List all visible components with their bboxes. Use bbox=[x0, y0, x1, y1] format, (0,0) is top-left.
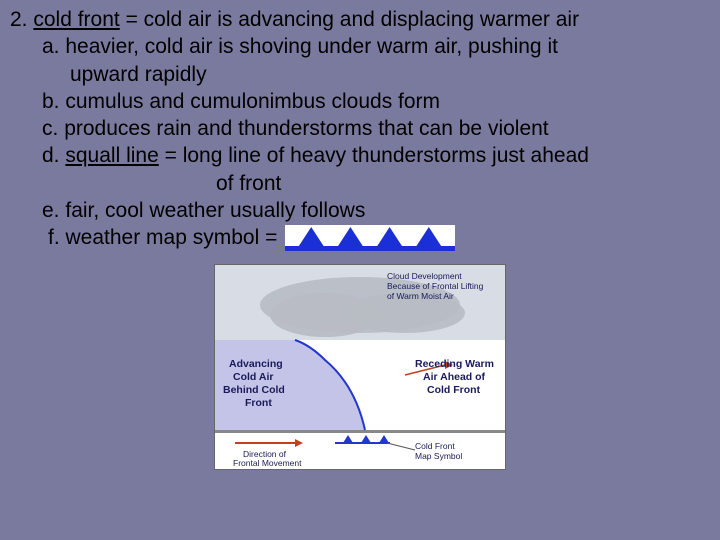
svg-text:Advancing: Advancing bbox=[229, 358, 283, 370]
svg-text:of Warm Moist Air: of Warm Moist Air bbox=[387, 291, 454, 301]
text-a: heavier, cold air is shoving under warm … bbox=[65, 35, 558, 58]
text-b: cumulus and cumulonimbus clouds form bbox=[65, 90, 440, 113]
diagram-container: Cloud DevelopmentBecause of Frontal Lift… bbox=[0, 264, 720, 470]
svg-text:Cold Front: Cold Front bbox=[427, 384, 481, 396]
item-d: d. squall line = long line of heavy thun… bbox=[42, 142, 710, 169]
text-e: fair, cool weather usually follows bbox=[65, 199, 365, 222]
slide-content: 2. cold front = cold air is advancing an… bbox=[0, 0, 720, 252]
item-b: b. cumulus and cumulonimbus clouds form bbox=[42, 88, 710, 115]
main-line: 2. cold front = cold air is advancing an… bbox=[10, 6, 710, 33]
item-a-cont: upward rapidly bbox=[70, 61, 710, 88]
letter-f: f. bbox=[48, 224, 60, 251]
text-c: produces rain and thunderstorms that can… bbox=[64, 117, 548, 140]
letter-d: d. bbox=[42, 144, 60, 167]
letter-b: b. bbox=[42, 90, 60, 113]
letter-e: e. bbox=[42, 199, 60, 222]
cold-front-symbol-icon bbox=[285, 225, 455, 251]
svg-text:Front: Front bbox=[245, 397, 272, 409]
diagram-svg: Cloud DevelopmentBecause of Frontal Lift… bbox=[215, 265, 506, 470]
svg-text:Cloud Development: Cloud Development bbox=[387, 271, 462, 281]
item-f: f. weather map symbol = bbox=[48, 224, 710, 251]
main-definition: = cold air is advancing and displacing w… bbox=[120, 8, 579, 31]
letter-a: a. bbox=[42, 35, 60, 58]
svg-text:Frontal Movement: Frontal Movement bbox=[233, 458, 302, 468]
cold-front-diagram: Cloud DevelopmentBecause of Frontal Lift… bbox=[214, 264, 506, 470]
item-number: 2. bbox=[10, 8, 28, 31]
item-c: c. produces rain and thunderstorms that … bbox=[42, 115, 710, 142]
letter-c: c. bbox=[42, 117, 58, 140]
svg-text:Air Ahead of: Air Ahead of bbox=[423, 371, 486, 383]
svg-text:Cold Front: Cold Front bbox=[415, 441, 455, 451]
item-d-cont: of front bbox=[216, 170, 710, 197]
text-d: = long line of heavy thunderstorms just … bbox=[159, 144, 589, 167]
item-e: e. fair, cool weather usually follows bbox=[42, 197, 710, 224]
item-a: a. heavier, cold air is shoving under wa… bbox=[42, 33, 710, 60]
svg-text:Map Symbol: Map Symbol bbox=[415, 451, 462, 461]
svg-text:Because of Frontal Lifting: Because of Frontal Lifting bbox=[387, 281, 484, 291]
term-squall-line: squall line bbox=[65, 144, 158, 167]
text-f: weather map symbol = bbox=[66, 224, 278, 251]
svg-text:Receding Warm: Receding Warm bbox=[415, 358, 494, 370]
term-cold-front: cold front bbox=[33, 8, 119, 31]
svg-text:Behind Cold: Behind Cold bbox=[223, 384, 285, 396]
svg-text:Cold Air: Cold Air bbox=[233, 371, 273, 383]
